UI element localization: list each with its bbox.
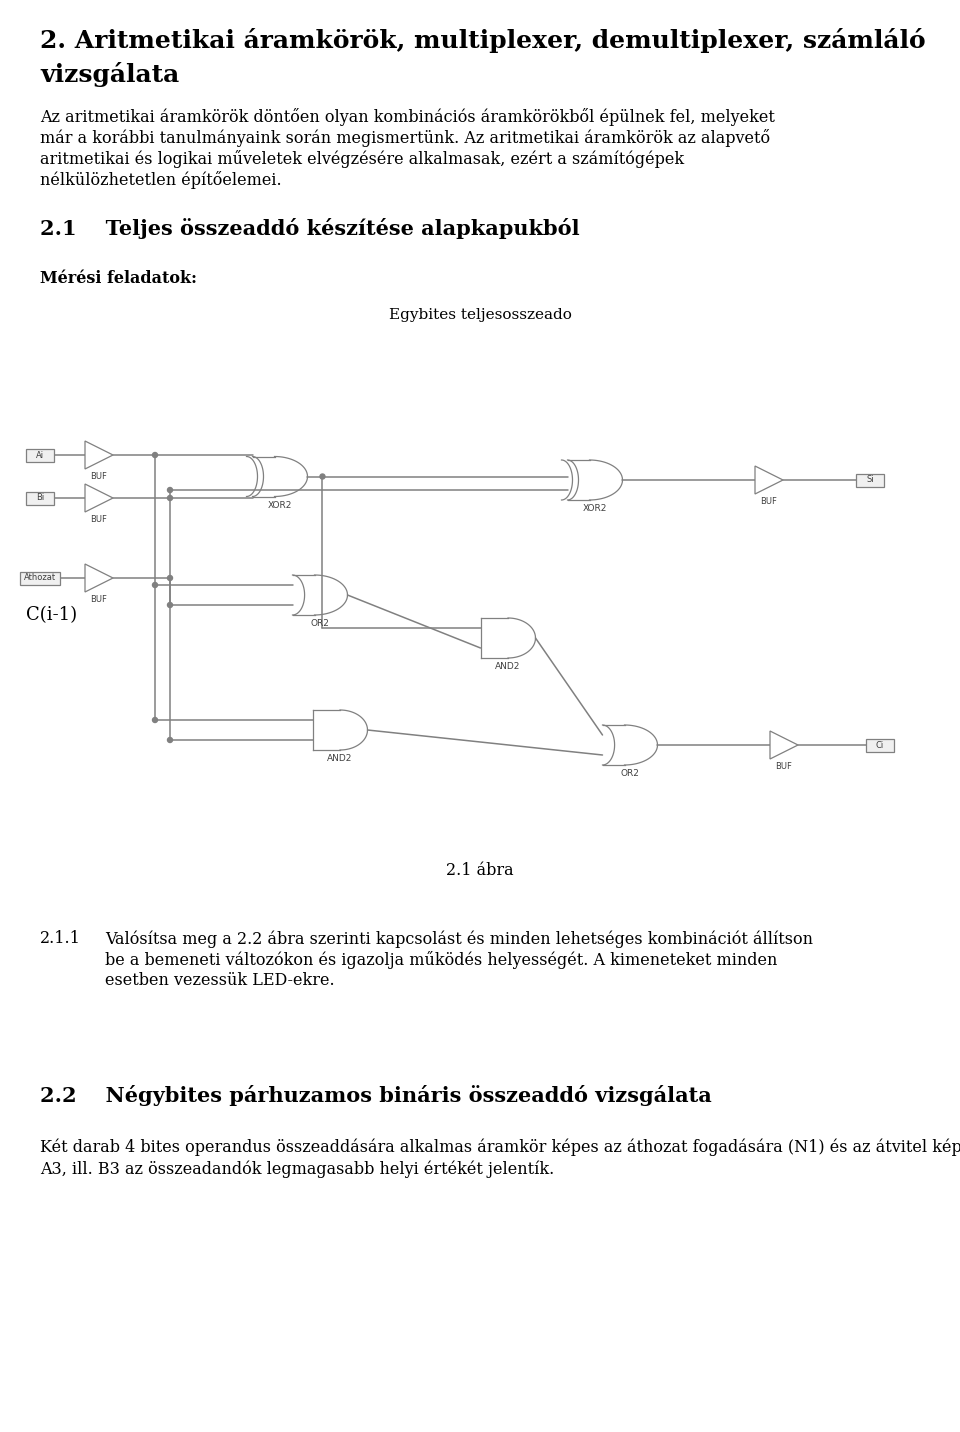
- Circle shape: [167, 487, 173, 493]
- Text: Athozat: Athozat: [24, 573, 56, 583]
- Text: AND2: AND2: [327, 755, 352, 763]
- Text: BUF: BUF: [90, 473, 108, 481]
- Text: BUF: BUF: [90, 596, 108, 604]
- Polygon shape: [85, 484, 113, 513]
- Text: aritmetikai és logikai műveletek elvégzésére alkalmasak, ezért a számítógépek: aritmetikai és logikai műveletek elvégzé…: [40, 150, 684, 168]
- Text: vizsgálata: vizsgálata: [40, 62, 180, 87]
- Circle shape: [167, 576, 173, 580]
- Circle shape: [167, 603, 173, 607]
- Bar: [20, 571, 60, 584]
- Circle shape: [167, 495, 173, 501]
- Text: be a bemeneti változókon és igazolja működés helyességét. A kimeneteket minden: be a bemeneti változókon és igazolja műk…: [105, 951, 778, 969]
- Text: A3, ill. B3 az összeadandók legmagasabb helyi értékét jelentík.: A3, ill. B3 az összeadandók legmagasabb …: [40, 1160, 554, 1177]
- Text: 2. Aritmetikai áramkörök, multiplexer, demultiplexer, számláló: 2. Aritmetikai áramkörök, multiplexer, d…: [40, 29, 925, 53]
- Circle shape: [167, 737, 173, 743]
- Text: Bi: Bi: [36, 494, 44, 503]
- Text: esetben vezessük LED-ekre.: esetben vezessük LED-ekre.: [105, 972, 335, 990]
- Circle shape: [153, 583, 157, 587]
- Text: C(i-1): C(i-1): [26, 606, 77, 624]
- Polygon shape: [755, 465, 783, 494]
- Text: nélkülözhetetlen építőelemei.: nélkülözhetetlen építőelemei.: [40, 170, 281, 189]
- Bar: [856, 474, 884, 487]
- Text: OR2: OR2: [620, 769, 639, 778]
- Circle shape: [153, 717, 157, 723]
- Text: Si: Si: [866, 475, 874, 484]
- Circle shape: [153, 453, 157, 457]
- Text: Mérési feladatok:: Mérési feladatok:: [40, 271, 197, 286]
- Text: OR2: OR2: [311, 619, 329, 629]
- Text: AND2: AND2: [495, 662, 520, 672]
- Text: Ci: Ci: [876, 740, 884, 749]
- Bar: [866, 739, 894, 752]
- Text: Két darab 4 bites operandus összeaddására alkalmas áramkör képes az áthozat foga: Két darab 4 bites operandus összeaddásár…: [40, 1138, 960, 1156]
- Text: 2.1.1: 2.1.1: [40, 929, 81, 947]
- Polygon shape: [85, 441, 113, 470]
- Text: 2.1 ábra: 2.1 ábra: [446, 862, 514, 879]
- Bar: [26, 491, 54, 504]
- Text: 2.1    Teljes összeaddó készítése alapkapukból: 2.1 Teljes összeaddó készítése alapkapuk…: [40, 218, 580, 239]
- Polygon shape: [85, 564, 113, 591]
- Polygon shape: [770, 730, 798, 759]
- Circle shape: [320, 474, 325, 478]
- Text: BUF: BUF: [776, 762, 792, 770]
- Text: Az aritmetikai áramkörök döntően olyan kombinációs áramkörökből épülnek fel, mel: Az aritmetikai áramkörök döntően olyan k…: [40, 107, 775, 126]
- Text: Egybites teljesosszeado: Egybites teljesosszeado: [389, 308, 571, 322]
- Text: 2.2    Négybites párhuzamos bináris összeaddó vizsgálata: 2.2 Négybites párhuzamos bináris összead…: [40, 1085, 711, 1106]
- Text: XOR2: XOR2: [268, 501, 292, 510]
- Text: BUF: BUF: [90, 516, 108, 524]
- Bar: [26, 448, 54, 461]
- Text: XOR2: XOR2: [583, 504, 607, 513]
- Text: már a korábbi tanulmányaink során megismertünk. Az aritmetikai áramkörök az alap: már a korábbi tanulmányaink során megism…: [40, 129, 770, 147]
- Text: Valósítsa meg a 2.2 ábra szerinti kapcsolást és minden lehetséges kombinációt ál: Valósítsa meg a 2.2 ábra szerinti kapcso…: [105, 929, 813, 948]
- Text: Ai: Ai: [36, 451, 44, 460]
- Text: BUF: BUF: [760, 497, 778, 505]
